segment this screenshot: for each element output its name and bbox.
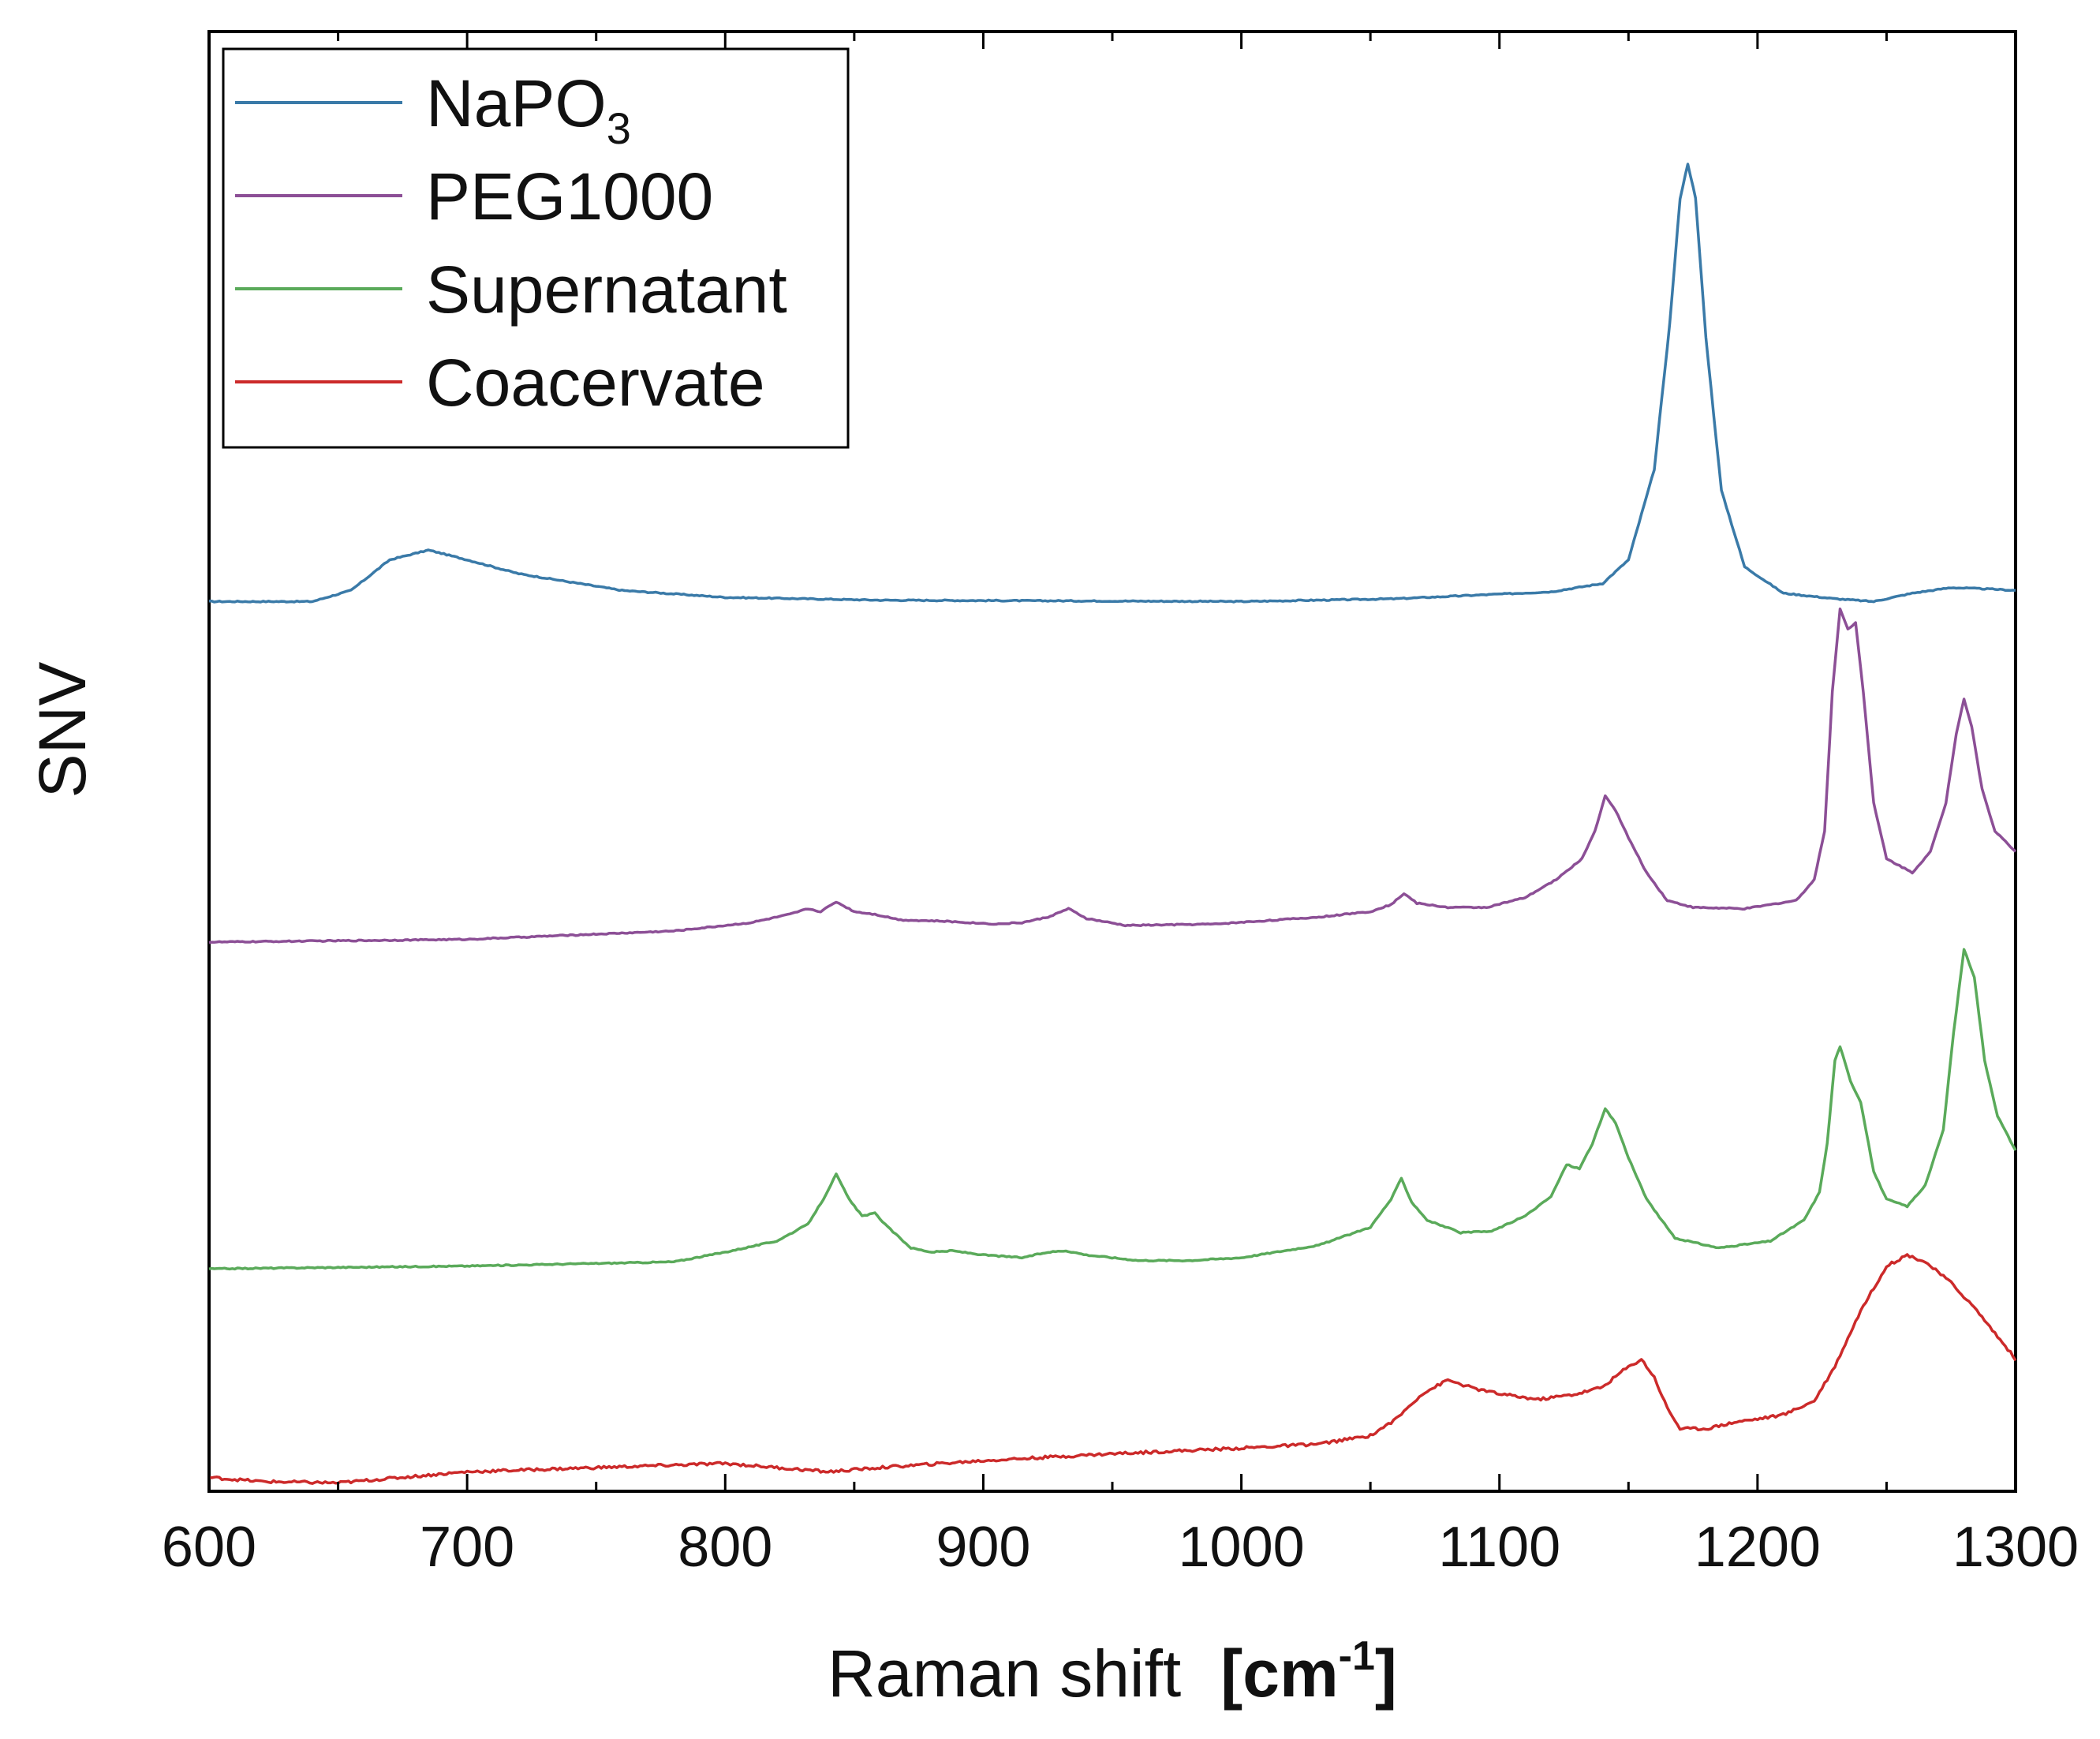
x-axis-unit-base: cm bbox=[1242, 1636, 1338, 1711]
x-tick-label: 1300 bbox=[1952, 1516, 2079, 1579]
x-tick-label: 600 bbox=[162, 1516, 256, 1579]
x-axis-title: Raman shift [cm-1] bbox=[828, 1633, 1397, 1711]
legend-label: NaPO3 bbox=[426, 66, 631, 153]
x-tick-label: 700 bbox=[420, 1516, 514, 1579]
series-line-napo bbox=[209, 163, 2016, 604]
legend-label-text: NaPO bbox=[426, 66, 607, 140]
x-axis-title-text: Raman shift bbox=[828, 1636, 1181, 1711]
x-tick-label: 800 bbox=[678, 1516, 772, 1579]
x-tick-label: 1000 bbox=[1178, 1516, 1304, 1579]
legend-label: Coacervate bbox=[426, 346, 765, 420]
x-axis-ticks: 600 700 800 900 1000 1100 1200 1300 bbox=[162, 32, 2079, 1579]
x-axis-unit-open: [ bbox=[1220, 1636, 1242, 1711]
x-tick-label: 900 bbox=[936, 1516, 1030, 1579]
legend-label-text: Supernatant bbox=[426, 252, 787, 327]
series-line-coacervate bbox=[208, 1253, 2017, 1485]
legend-label: Supernatant bbox=[426, 252, 787, 327]
series-layer bbox=[208, 163, 2017, 1485]
x-tick-label: 1200 bbox=[1695, 1516, 1821, 1579]
series-line-peg1000 bbox=[208, 608, 2017, 944]
series-line-supernatant bbox=[208, 948, 2017, 1271]
legend-label: PEG1000 bbox=[426, 159, 713, 234]
legend-label-text: PEG1000 bbox=[426, 159, 713, 234]
y-axis-title: SNV bbox=[25, 662, 99, 798]
x-axis-unit-close: ] bbox=[1375, 1636, 1397, 1711]
legend-label-subscript: 3 bbox=[607, 103, 631, 153]
legend-label-text: Coacervate bbox=[426, 346, 765, 420]
x-tick-label: 1100 bbox=[1438, 1516, 1560, 1579]
x-axis-unit-superscript: -1 bbox=[1339, 1633, 1375, 1679]
